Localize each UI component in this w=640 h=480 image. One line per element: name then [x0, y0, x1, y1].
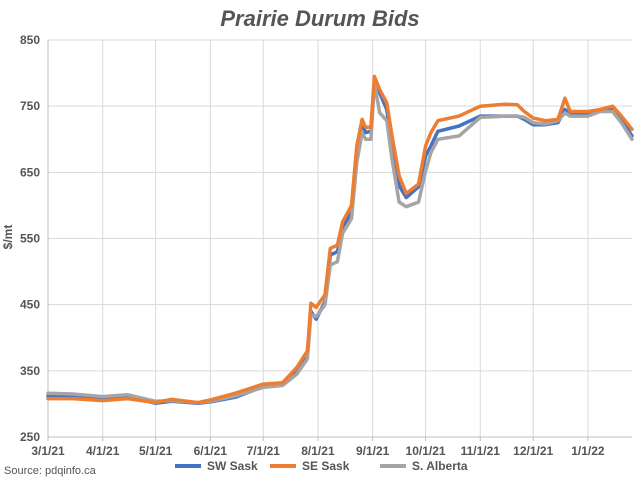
- y-axis-label: $/mt: [1, 225, 15, 250]
- y-tick-label-2: 450: [20, 298, 40, 312]
- series-lines: [46, 74, 634, 406]
- legend-label-se-sask: SE Sask: [302, 459, 350, 473]
- x-tick-label-5: 8/1/21: [301, 444, 335, 458]
- x-tick-label-3: 6/1/21: [194, 444, 228, 458]
- x-tick-label-0: 3/1/21: [31, 444, 65, 458]
- y-tick-label-4: 650: [20, 165, 40, 179]
- x-tick-label-7: 10/1/21: [406, 444, 446, 458]
- series-line-se-sask: [46, 74, 634, 405]
- x-tick-label-4: 7/1/21: [247, 444, 281, 458]
- legend-label-s-alberta: S. Alberta: [412, 459, 468, 473]
- y-tick-label-1: 350: [20, 364, 40, 378]
- y-tick-label-3: 550: [20, 232, 40, 246]
- x-tick-label-1: 4/1/21: [86, 444, 120, 458]
- x-tick-label-6: 9/1/21: [356, 444, 390, 458]
- chart-title: Prairie Durum Bids: [220, 6, 419, 31]
- y-tick-label-0: 250: [20, 430, 40, 444]
- legend: SW Sask SE Sask S. Alberta: [175, 459, 468, 473]
- legend-label-sw-sask: SW Sask: [207, 459, 258, 473]
- x-tick-label-9: 12/1/21: [513, 444, 553, 458]
- y-tick-label-6: 850: [20, 33, 40, 47]
- x-tick-label-2: 5/1/21: [139, 444, 173, 458]
- x-tick-label-10: 1/1/22: [571, 444, 605, 458]
- series-line-s-alberta: [46, 81, 634, 405]
- y-tick-label-5: 750: [20, 99, 40, 113]
- source-note: Source: pdqinfo.ca: [4, 465, 97, 477]
- x-tick-label-8: 11/1/21: [461, 444, 501, 458]
- axes: 250 350 450 550 650 750 850 3/1/21 4/1/21 5/1/21 6…: [20, 33, 632, 458]
